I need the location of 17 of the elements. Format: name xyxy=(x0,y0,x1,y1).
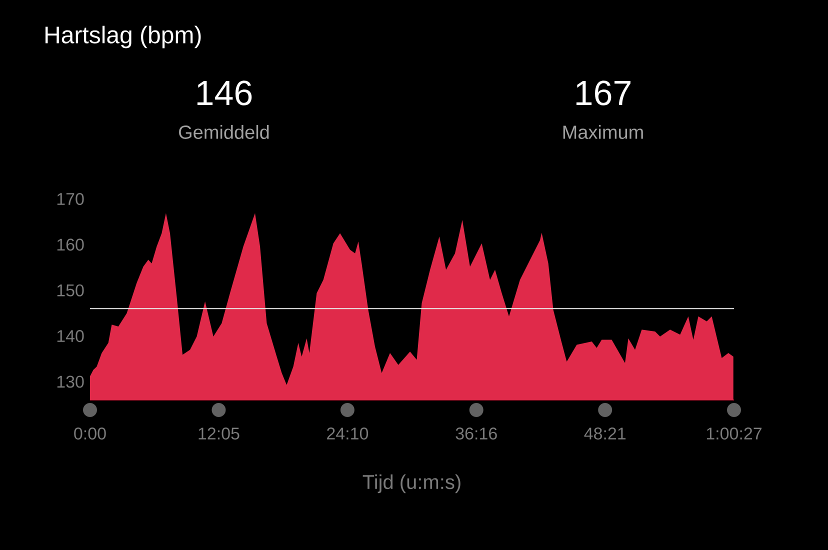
x-tick-label: 0:00 xyxy=(74,428,106,440)
x-axis-title: Tijd (u:m:s) xyxy=(362,474,460,494)
x-tick-label: 36:16 xyxy=(456,428,497,440)
y-tick-label: 150 xyxy=(57,284,84,296)
y-tick-label: 140 xyxy=(57,330,84,342)
text: 167 xyxy=(576,80,630,106)
text: Gemiddeld xyxy=(179,125,269,139)
chart-title: Hartslag (bpm) xyxy=(46,26,201,48)
text: 146 xyxy=(197,80,252,106)
x-tick-label: 12:05 xyxy=(198,428,240,440)
x-tick-label: 1:00:27 xyxy=(706,428,762,440)
text: Maximum xyxy=(563,125,643,139)
y-tick-label: 170 xyxy=(57,192,84,206)
x-tick-label: 24:10 xyxy=(327,428,368,440)
y-tick-label: 130 xyxy=(57,376,84,388)
y-tick-label: 160 xyxy=(57,238,84,251)
x-tick-label: 48:21 xyxy=(584,428,626,440)
